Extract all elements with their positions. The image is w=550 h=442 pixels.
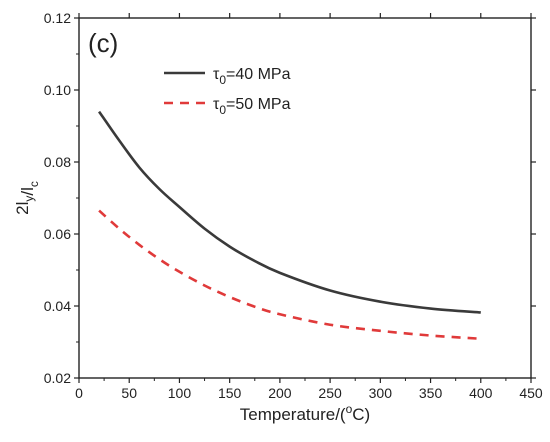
x-tick-label: 0 [75,385,83,401]
series-line-1 [98,110,481,314]
x-tick-label: 100 [168,385,192,401]
panel-label: (c) [88,28,118,58]
y-axis-title: 2ly/lc [13,181,41,215]
x-tick-label: 250 [318,385,342,401]
x-axis-title: Temperature/(oC) [240,402,370,424]
x-tick-label: 300 [369,385,393,401]
y-tick-label: 0.02 [44,370,71,386]
y-tick-label: 0.06 [44,226,71,242]
x-tick-label: 400 [469,385,493,401]
x-tick-label: 200 [268,385,292,401]
plot-frame [78,17,532,379]
y-tick-label: 0.12 [44,10,71,26]
x-tick-label: 50 [121,385,137,401]
series-line-2 [98,209,481,341]
y-tick-label: 0.10 [44,82,71,98]
y-tick-label: 0.04 [44,298,71,314]
x-tick-label: 150 [218,385,242,401]
x-tick-label: 350 [419,385,443,401]
y-tick-label: 0.08 [44,154,71,170]
legend-label-2: τ0=50 MPa [213,96,291,117]
x-tick-label: 450 [519,385,543,401]
legend-label-1: τ0=40 MPa [213,66,291,87]
